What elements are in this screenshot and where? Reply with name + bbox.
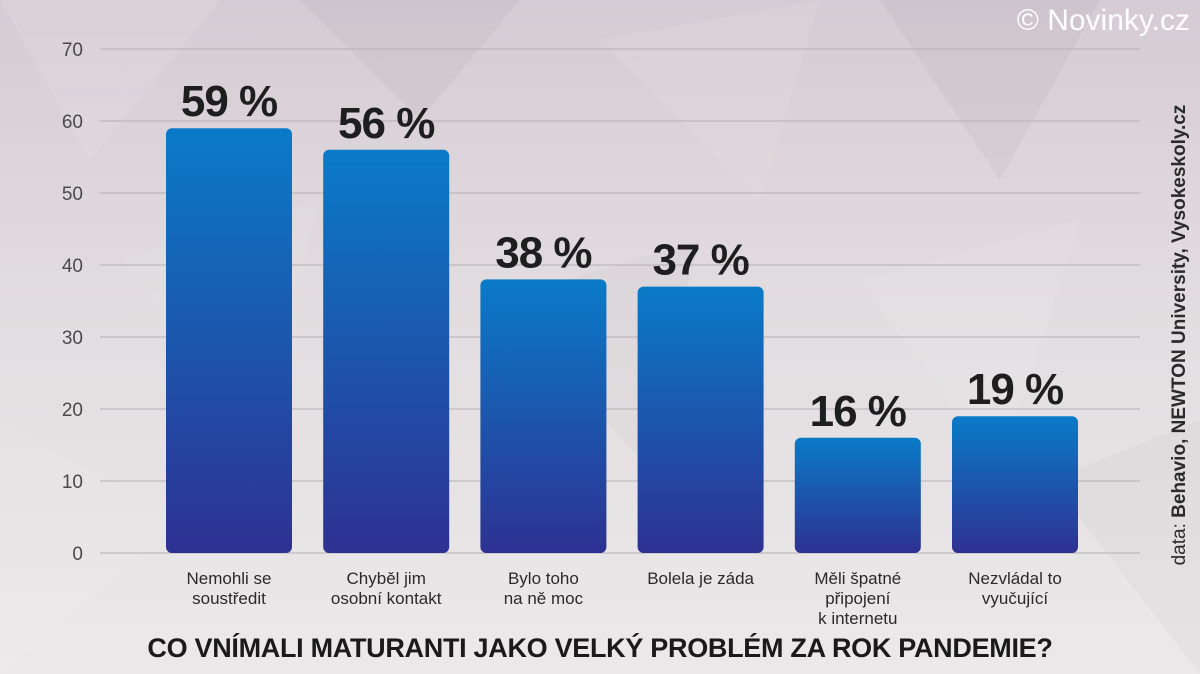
y-tick-label: 40 (62, 256, 83, 277)
y-tick-label: 30 (62, 328, 83, 349)
data-labels: 59 % 56 % 38 % 37 % 16 % 19 % (181, 77, 1064, 436)
novinky-watermark: © Novinky.cz (1016, 4, 1190, 37)
bar-1 (166, 128, 292, 553)
bar-4 (637, 286, 764, 553)
category-label-1: Nemohli se soustředit (186, 569, 271, 608)
y-axis-ticks: 0 10 20 30 40 50 60 70 (62, 40, 83, 565)
data-label-3: 38 % (495, 228, 591, 277)
bar-2 (323, 149, 450, 554)
data-label-1: 59 % (181, 77, 277, 126)
category-label-4: Bolela je záda (647, 569, 754, 588)
data-label-5: 16 % (810, 387, 906, 436)
category-label-5: Měli špatné připojení k internetu (814, 569, 901, 628)
category-labels: Nemohli se soustředit Chyběl jim osobní kon… (186, 569, 1061, 628)
bar-5 (794, 437, 921, 553)
bar-3 (480, 279, 607, 553)
y-tick-label: 70 (62, 40, 83, 61)
chart-title: CO VNÍMALI MATURANTI JAKO VELKÝ PROBLÉM … (147, 633, 1053, 663)
category-label-2: Chyběl jim osobní kontakt (331, 569, 442, 608)
source-prefix: data: (1169, 517, 1190, 566)
bars (166, 128, 1078, 554)
y-tick-label: 10 (62, 472, 83, 493)
data-label-2: 56 % (338, 99, 434, 148)
source-names: Behavio, NEWTON University, Vysokeskoly.… (1169, 104, 1190, 518)
y-tick-label: 60 (62, 112, 83, 133)
category-label-6: Nezvládal to vyučující (968, 569, 1062, 608)
data-source-note: data: Behavio, NEWTON University, Vysoke… (1169, 105, 1191, 566)
data-label-6: 19 % (967, 365, 1063, 414)
y-tick-label: 0 (72, 544, 83, 565)
y-tick-label: 50 (62, 184, 83, 205)
data-label-4: 37 % (652, 236, 748, 285)
category-label-3: Bylo toho na ně moc (504, 569, 584, 608)
bar-6 (952, 416, 1078, 553)
y-tick-label: 20 (62, 400, 83, 421)
